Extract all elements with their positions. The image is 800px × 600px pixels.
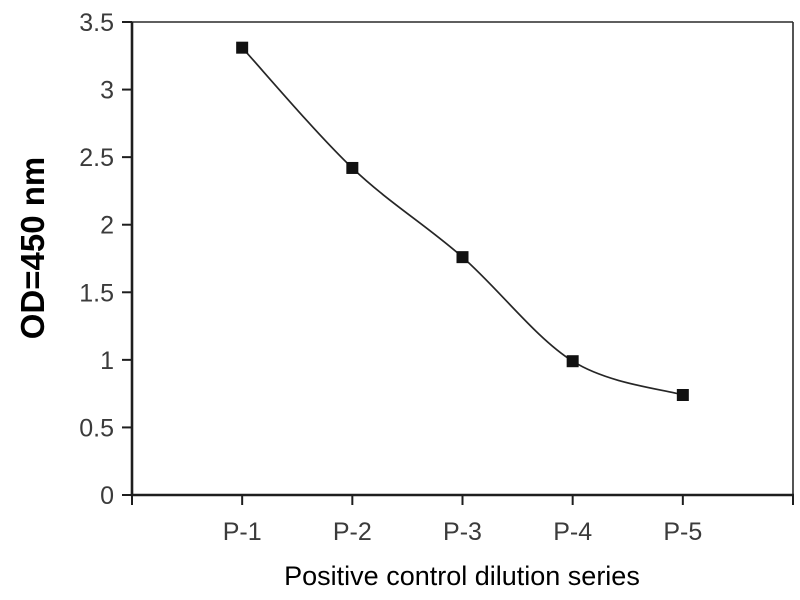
- y-tick-label: 1.5: [79, 279, 114, 307]
- y-tick-label: 0: [100, 482, 114, 510]
- y-tick-label: 1: [100, 347, 114, 375]
- y-tick-label: 0.5: [79, 414, 114, 442]
- y-axis-ticks: 0 0.5 1 1.5 2 2.5 3 3.5: [79, 9, 132, 510]
- data-series: [236, 41, 689, 401]
- plot-frame: [132, 21, 794, 495]
- series-line: [241, 47, 684, 396]
- data-point-marker: [456, 251, 469, 264]
- y-tick-label: 2.5: [79, 144, 114, 172]
- x-tick-label: P-2: [333, 518, 372, 546]
- data-point-marker: [236, 41, 249, 54]
- x-tick-label: P-5: [663, 518, 702, 546]
- x-axis-title: Positive control dilution series: [284, 561, 640, 591]
- data-point-marker: [566, 355, 579, 368]
- x-tick-label: P-1: [223, 518, 262, 546]
- y-axis-title: OD=450 nm: [14, 157, 51, 340]
- x-tick-label: P-3: [443, 518, 482, 546]
- x-axis-ticks: P-1 P-2 P-3 P-4 P-5: [131, 495, 794, 546]
- data-point-marker: [676, 388, 689, 401]
- y-tick-label: 3.5: [79, 9, 114, 37]
- y-tick-label: 3: [100, 77, 114, 105]
- y-tick-label: 2: [100, 212, 114, 240]
- x-tick-label: P-4: [553, 518, 592, 546]
- data-point-marker: [346, 161, 359, 174]
